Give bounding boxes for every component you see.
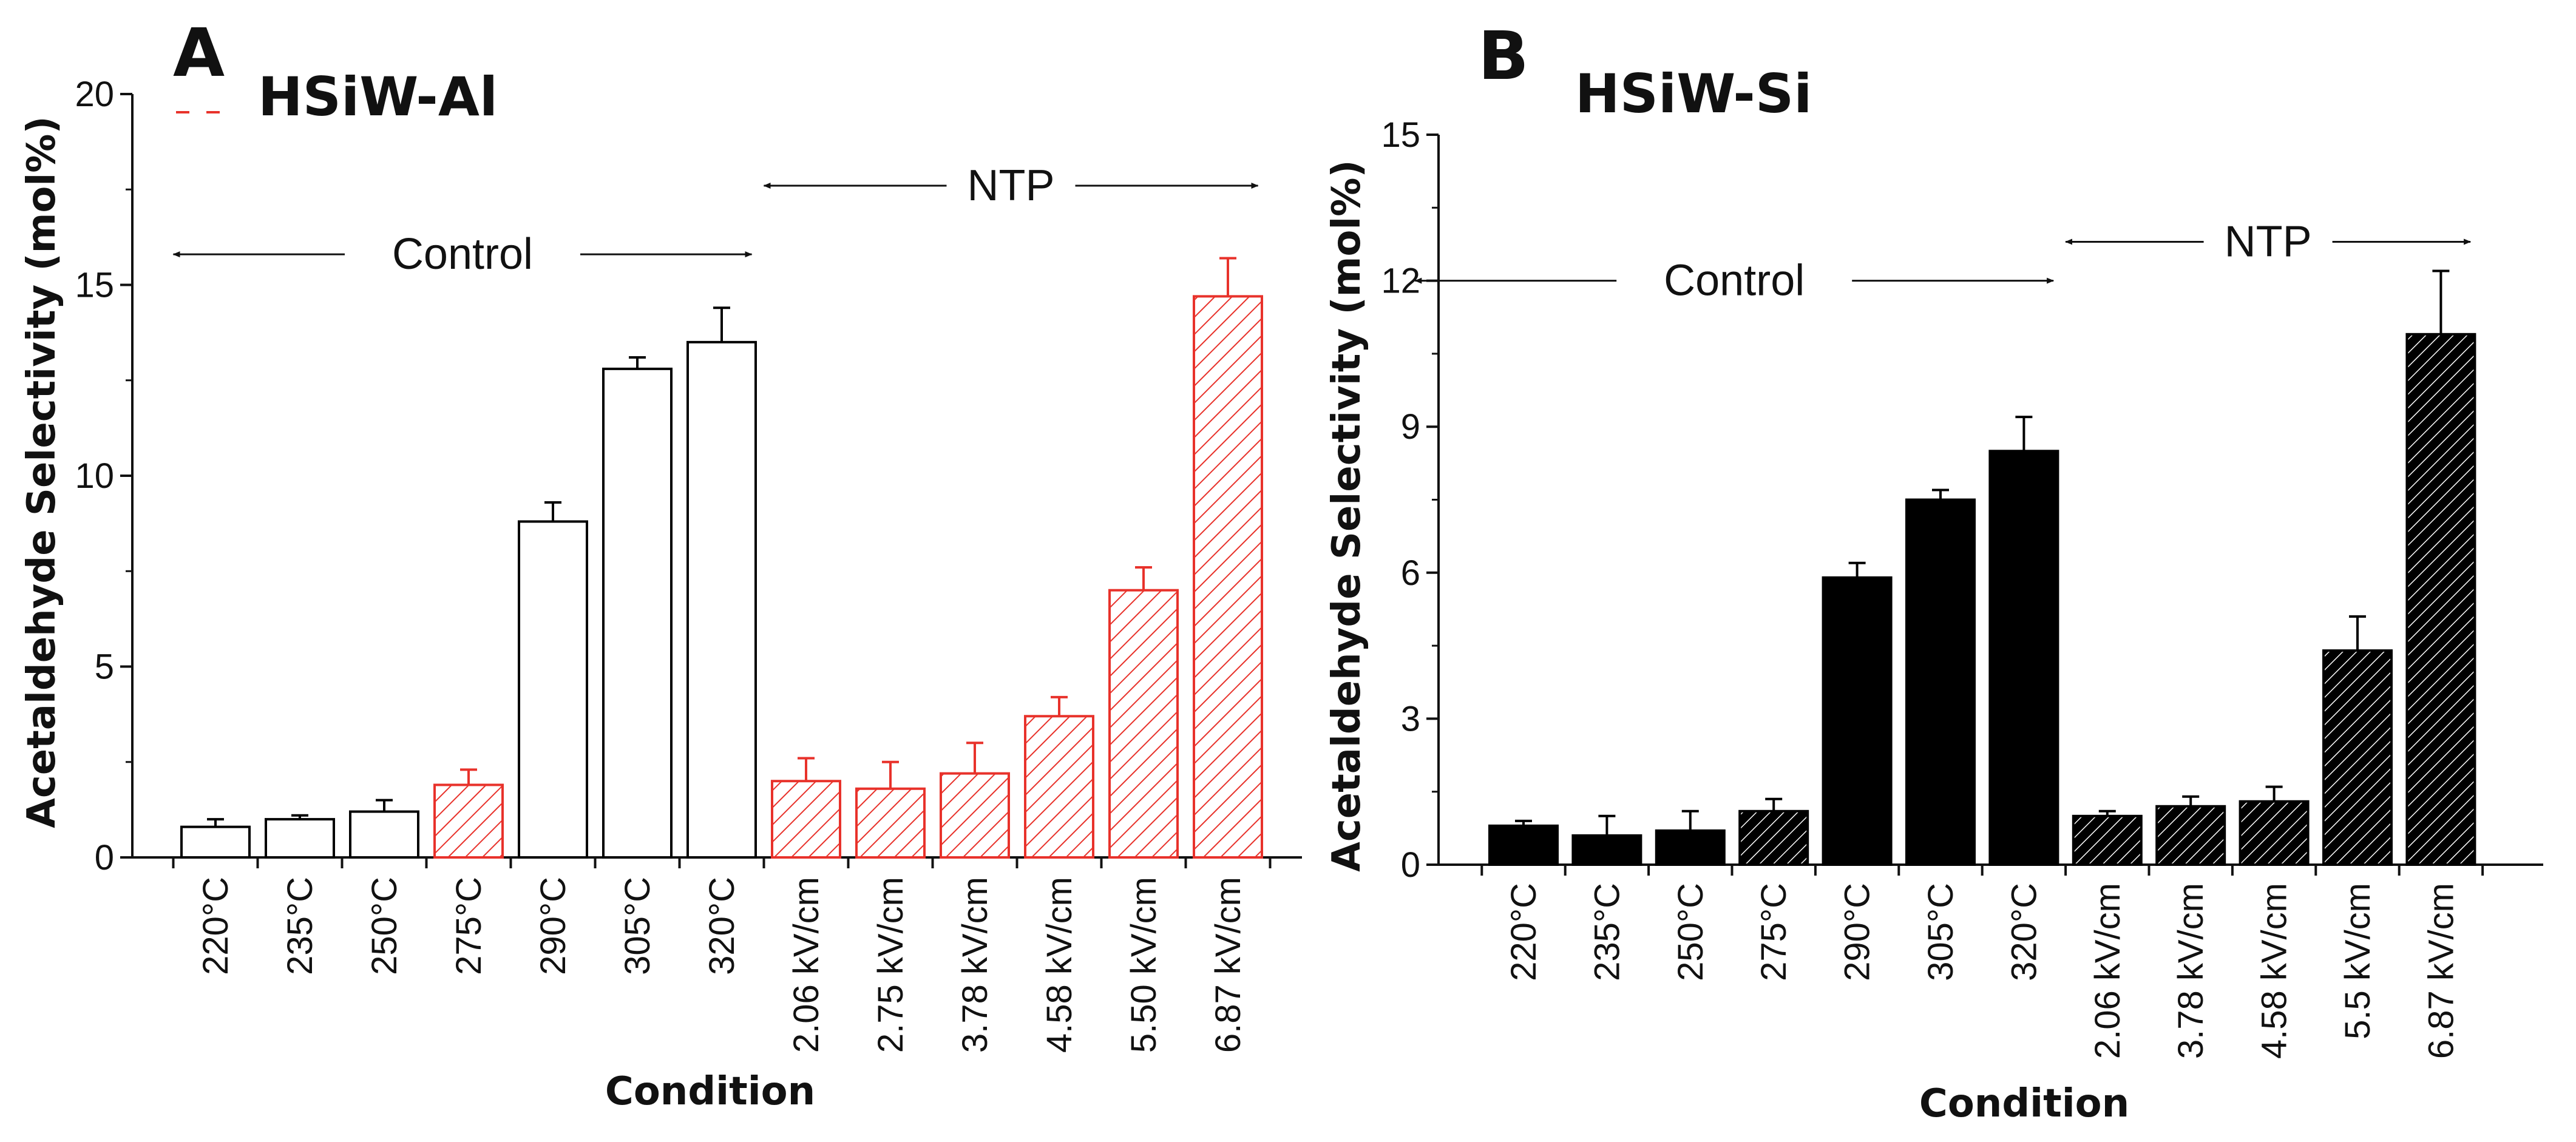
panel-a-x-tick-label: 220°C bbox=[196, 877, 236, 975]
panel-b-x-tick-label: 275°C bbox=[1754, 883, 1794, 981]
panel-b-y-tick-label: 9 bbox=[1401, 407, 1420, 447]
panel-a-x-tick-label: 305°C bbox=[618, 877, 657, 975]
panel-a-annotation-label: Control bbox=[392, 230, 533, 279]
panel-b-bar bbox=[1738, 809, 1809, 867]
panel-b-y-tick-label: 6 bbox=[1401, 553, 1420, 593]
panel-b-x-tick-label: 5.5 kV/cm bbox=[2338, 883, 2378, 1039]
panel-a-x-tick-label: 4.58 kV/cm bbox=[1040, 877, 1079, 1053]
panel-a-y-tick-label: 20 bbox=[75, 75, 114, 114]
panel-a-bar bbox=[265, 818, 335, 859]
panel-b-x-tick-label: 4.58 kV/cm bbox=[2255, 883, 2294, 1059]
panel-b-y-tick-label: 12 bbox=[1381, 262, 1420, 301]
panel-b-x-tick-label: 305°C bbox=[1921, 883, 1961, 981]
panel-a-bar bbox=[180, 825, 251, 859]
panel-b-y-tick-label: 0 bbox=[1401, 845, 1420, 885]
panel-b-x-tick-label: 250°C bbox=[1671, 883, 1710, 981]
panel-b-bar bbox=[2239, 800, 2310, 866]
panel-b-annotation-label: NTP bbox=[2225, 217, 2312, 266]
panel-a-bar bbox=[518, 520, 588, 859]
panel-b-x-tick-label: 3.78 kV/cm bbox=[2171, 883, 2211, 1059]
panel-a-bar bbox=[1108, 589, 1179, 859]
panel-b-bar bbox=[1905, 498, 1976, 866]
panel-b-annotation-label: Control bbox=[1664, 257, 1805, 305]
panel-b-x-tick-label: 6.87 kV/cm bbox=[2421, 883, 2461, 1059]
panel-a-x-tick-label: 2.06 kV/cm bbox=[787, 877, 826, 1053]
panel-a-x-tick-label: 290°C bbox=[534, 877, 573, 975]
panel-a-bar bbox=[686, 340, 757, 859]
panel-b-x-tick-label: 320°C bbox=[2004, 883, 2044, 981]
panel-b-title: HSiW-Si bbox=[1575, 63, 1812, 125]
panel-b-bar bbox=[1655, 829, 1726, 866]
panel-b-x-tick-label: 235°C bbox=[1587, 883, 1627, 981]
panel-b-bar bbox=[2405, 333, 2476, 866]
panel-b-x-tick-label: 2.06 kV/cm bbox=[2088, 883, 2127, 1059]
panel-a-y-tick-label: 10 bbox=[75, 456, 114, 496]
panel-a-y-tick-label: 0 bbox=[95, 838, 114, 877]
panel-a-letter: A bbox=[173, 14, 225, 92]
panel-a-bar bbox=[940, 772, 1010, 859]
panel-a-x-tick-label: 250°C bbox=[365, 877, 404, 975]
panel-a-annotation-label: NTP bbox=[968, 161, 1055, 210]
panel-a-bar bbox=[433, 783, 504, 859]
panel-a-x-tick-label: 235°C bbox=[280, 877, 320, 975]
panel-b-bar bbox=[2155, 805, 2226, 867]
panel-b-y-tick-label: 15 bbox=[1381, 115, 1420, 155]
panel-a-bar bbox=[1024, 715, 1094, 859]
panel-b-plot-area: 0 3 6 9 12 15 220°C 235°C 250°C 275°C 290°C 305°C 32… bbox=[1381, 115, 2543, 1059]
panel-a-y-axis-title: Acetaldehyde Selectivity (mol%) bbox=[19, 116, 64, 828]
panel-a-x-axis-title: Condition bbox=[605, 1069, 815, 1114]
panel-b-x-tick-label: 290°C bbox=[1838, 883, 1877, 981]
panel-a-bar bbox=[771, 780, 841, 859]
panel-a-x-tick-label: 3.78 kV/cm bbox=[955, 877, 995, 1053]
panel-b-letter: B bbox=[1478, 17, 1529, 95]
panel-a-bar bbox=[349, 810, 419, 859]
panel-b-bar bbox=[2072, 814, 2143, 867]
panel-b-y-axis-title: Acetaldehyde Selectivity (mol%) bbox=[1324, 160, 1369, 871]
panel-b-bar bbox=[1488, 824, 1559, 866]
panel-b-y-tick-label: 3 bbox=[1401, 699, 1420, 738]
panel-a-x-tick-label: 2.75 kV/cm bbox=[871, 877, 910, 1053]
panel-a-y-tick-label: 15 bbox=[75, 266, 114, 305]
panel-b-x-axis-title: Condition bbox=[1919, 1081, 2129, 1126]
panel-a-bar bbox=[855, 787, 926, 859]
panel-a-x-tick-label: 6.87 kV/cm bbox=[1208, 877, 1248, 1053]
panel-a-title: HSiW-Al bbox=[258, 66, 498, 128]
panel-b-bar bbox=[1988, 450, 2059, 866]
panel-a: A HSiW-Al Condition Acetaldehyde Selecti… bbox=[19, 14, 1302, 1114]
panel-b-x-tick-label: 220°C bbox=[1504, 883, 1544, 981]
panel-b-bar bbox=[1822, 576, 1893, 866]
panel-a-x-tick-label: 320°C bbox=[702, 877, 742, 975]
panel-a-x-tick-label: 275°C bbox=[449, 877, 489, 975]
panel-b-bar bbox=[1571, 834, 1642, 867]
panel-b: B HSiW-Si Condition Acetaldehyde Selecti… bbox=[1324, 17, 2543, 1126]
panel-b-bar bbox=[2322, 649, 2393, 866]
panel-a-plot-area: 0 5 10 15 20 220°C 235°C 250°C 275°C 290°C 305°C 32… bbox=[75, 75, 1302, 1053]
panel-a-bar bbox=[1193, 295, 1263, 859]
panel-a-bar bbox=[602, 367, 673, 859]
panel-a-x-tick-label: 5.50 kV/cm bbox=[1124, 877, 1164, 1053]
panel-a-y-tick-label: 5 bbox=[95, 647, 114, 687]
